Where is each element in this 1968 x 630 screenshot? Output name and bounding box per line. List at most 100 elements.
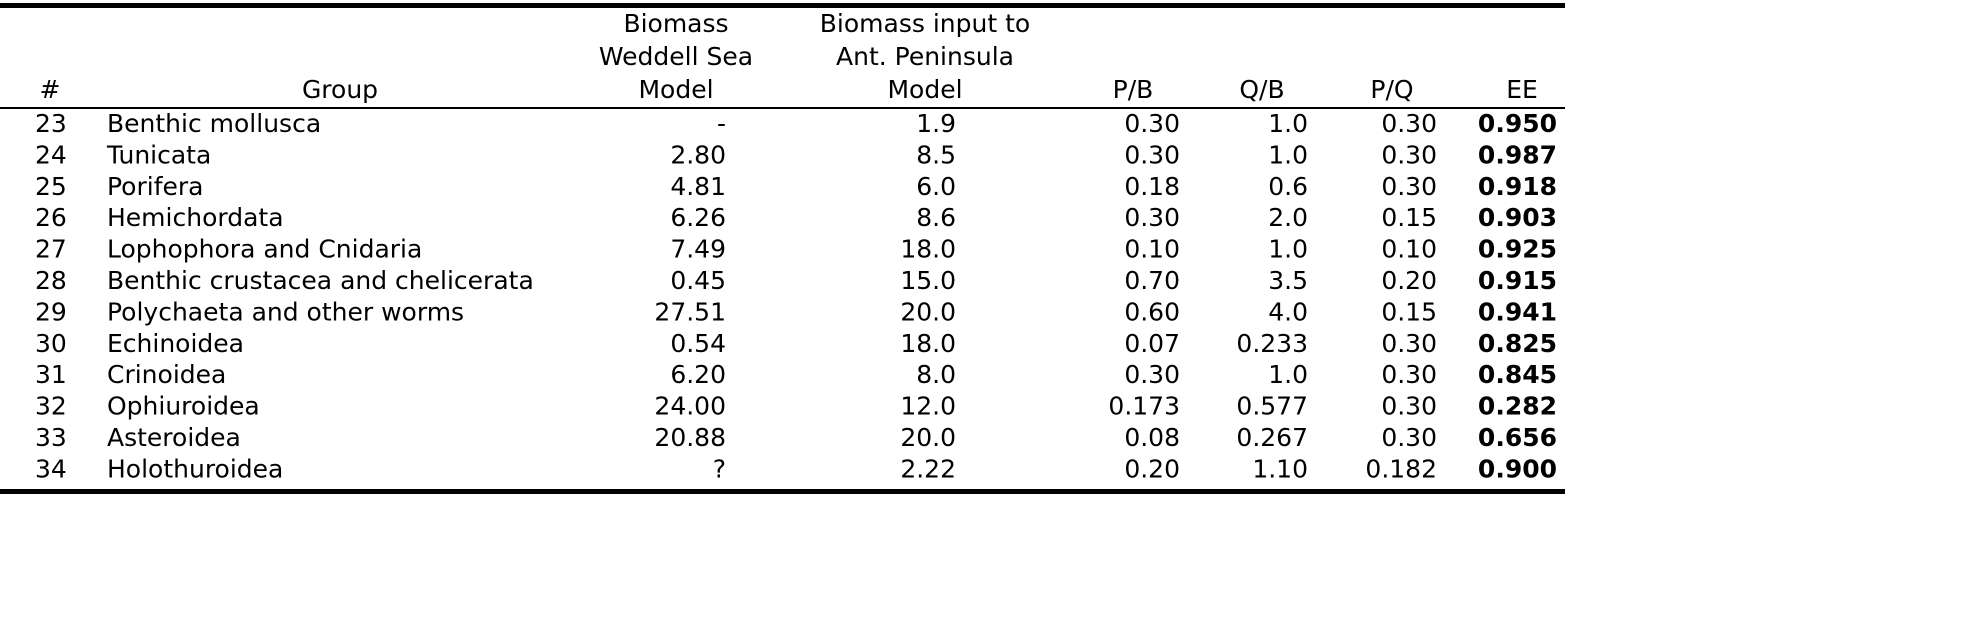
cell: ? (713, 454, 726, 483)
cell: 20.0 (900, 423, 956, 452)
header-cell: Weddell Sea (599, 42, 753, 71)
cell: 0.30 (1381, 392, 1437, 421)
header-cell: EE (1506, 75, 1538, 104)
cell: 1.0 (1268, 140, 1308, 169)
cell: 8.0 (916, 360, 956, 389)
header-cell: P/B (1113, 75, 1154, 104)
cell: 0.15 (1381, 203, 1437, 232)
cell: 20.88 (654, 423, 726, 452)
ee-cell: 0.903 (1478, 203, 1557, 232)
ee-cell: 0.282 (1478, 392, 1557, 421)
cell: 0.30 (1124, 140, 1180, 169)
cell: 0.10 (1381, 235, 1437, 264)
cell: 0.30 (1124, 203, 1180, 232)
cell: 1.0 (1268, 235, 1308, 264)
cell: 0.233 (1236, 329, 1308, 358)
cell: 29 (35, 297, 67, 326)
cell: 0.173 (1108, 392, 1180, 421)
header-cell: Ant. Peninsula (836, 42, 1014, 71)
cell: 0.15 (1381, 297, 1437, 326)
cell: 0.30 (1381, 329, 1437, 358)
cell: 0.54 (670, 329, 726, 358)
cell: - (717, 109, 726, 138)
top-rule (0, 3, 1565, 8)
cell: 18.0 (900, 329, 956, 358)
cell: 24 (35, 140, 67, 169)
cell: 34 (35, 454, 67, 483)
header-rule (0, 107, 1565, 109)
header-cell: # (40, 75, 61, 104)
cell: 0.30 (1124, 109, 1180, 138)
cell: Porifera (107, 172, 203, 201)
ee-cell: 0.900 (1478, 454, 1557, 483)
cell: Polychaeta and other worms (107, 297, 464, 326)
header-cell: P/Q (1370, 75, 1413, 104)
cell: 0.70 (1124, 266, 1180, 295)
ee-cell: 0.918 (1478, 172, 1557, 201)
cell: 24.00 (654, 392, 726, 421)
cell: 0.6 (1268, 172, 1308, 201)
cell: Hemichordata (107, 203, 284, 232)
cell: 23 (35, 109, 67, 138)
cell: 0.45 (670, 266, 726, 295)
cell: 2.80 (670, 140, 726, 169)
cell: 4.0 (1268, 297, 1308, 326)
bottom-rule (0, 489, 1565, 494)
ee-cell: 0.987 (1478, 140, 1557, 169)
cell: Asteroidea (107, 423, 241, 452)
cell: 32 (35, 392, 67, 421)
cell: 31 (35, 360, 67, 389)
ee-cell: 0.950 (1478, 109, 1557, 138)
cell: 0.30 (1381, 172, 1437, 201)
ee-cell: 0.845 (1478, 360, 1557, 389)
cell: 7.49 (670, 235, 726, 264)
header-cell: Group (302, 75, 378, 104)
cell: 28 (35, 266, 67, 295)
cell: 25 (35, 172, 67, 201)
cell: 0.30 (1381, 109, 1437, 138)
cell: 2.22 (900, 454, 956, 483)
cell: 20.0 (900, 297, 956, 326)
cell: 27.51 (654, 297, 726, 326)
cell: 0.267 (1236, 423, 1308, 452)
cell: 4.81 (670, 172, 726, 201)
cell: 1.0 (1268, 109, 1308, 138)
cell: 0.07 (1124, 329, 1180, 358)
cell: Benthic crustacea and chelicerata (107, 266, 534, 295)
header-cell: Model (887, 75, 962, 104)
cell: 0.10 (1124, 235, 1180, 264)
cell: 1.9 (916, 109, 956, 138)
ee-cell: 0.925 (1478, 235, 1557, 264)
cell: 1.10 (1252, 454, 1308, 483)
cell: 6.26 (670, 203, 726, 232)
cell: 12.0 (900, 392, 956, 421)
cell: Crinoidea (107, 360, 226, 389)
cell: 0.30 (1381, 423, 1437, 452)
cell: 0.20 (1124, 454, 1180, 483)
cell: 0.30 (1381, 360, 1437, 389)
cell: 3.5 (1268, 266, 1308, 295)
cell: Echinoidea (107, 329, 244, 358)
cell: 26 (35, 203, 67, 232)
ee-cell: 0.656 (1478, 423, 1557, 452)
cell: 0.182 (1365, 454, 1437, 483)
cell: 15.0 (900, 266, 956, 295)
cell: 0.30 (1124, 360, 1180, 389)
cell: 0.30 (1381, 140, 1437, 169)
cell: 8.5 (916, 140, 956, 169)
header-cell: Q/B (1239, 75, 1284, 104)
cell: Benthic mollusca (107, 109, 321, 138)
cell: 27 (35, 235, 67, 264)
cell: 0.60 (1124, 297, 1180, 326)
cell: 1.0 (1268, 360, 1308, 389)
cell: 2.0 (1268, 203, 1308, 232)
header-cell: Biomass input to (820, 9, 1030, 38)
header-cell: Model (638, 75, 713, 104)
cell: 0.08 (1124, 423, 1180, 452)
cell: 6.0 (916, 172, 956, 201)
cell: 18.0 (900, 235, 956, 264)
cell: Holothuroidea (107, 454, 283, 483)
